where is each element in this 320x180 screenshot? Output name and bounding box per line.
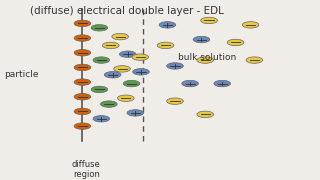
- Circle shape: [242, 22, 259, 28]
- Circle shape: [74, 20, 91, 27]
- Circle shape: [127, 110, 144, 116]
- Circle shape: [74, 79, 91, 85]
- Circle shape: [74, 50, 91, 56]
- Circle shape: [119, 51, 136, 57]
- Circle shape: [102, 42, 119, 49]
- Text: particle: particle: [4, 70, 38, 79]
- Circle shape: [74, 123, 91, 129]
- Circle shape: [100, 101, 117, 107]
- Circle shape: [104, 71, 121, 78]
- Circle shape: [91, 86, 108, 93]
- Circle shape: [201, 17, 217, 24]
- Circle shape: [74, 108, 91, 115]
- Circle shape: [214, 80, 230, 87]
- Circle shape: [93, 57, 110, 63]
- Circle shape: [74, 94, 91, 100]
- Circle shape: [227, 39, 244, 46]
- Circle shape: [167, 98, 183, 104]
- Circle shape: [117, 95, 134, 102]
- Text: (diffuse) electrical double layer - EDL: (diffuse) electrical double layer - EDL: [29, 6, 223, 16]
- Circle shape: [159, 22, 176, 28]
- Circle shape: [157, 42, 174, 49]
- Circle shape: [193, 36, 210, 43]
- Circle shape: [132, 54, 148, 60]
- Circle shape: [91, 25, 108, 31]
- Circle shape: [93, 116, 110, 122]
- Circle shape: [133, 69, 149, 75]
- Circle shape: [246, 57, 263, 63]
- Circle shape: [112, 33, 129, 40]
- Circle shape: [197, 111, 213, 118]
- Circle shape: [123, 80, 140, 87]
- Text: bulk solution: bulk solution: [178, 53, 236, 62]
- Circle shape: [114, 66, 131, 72]
- Circle shape: [167, 63, 183, 69]
- Circle shape: [74, 35, 91, 41]
- Circle shape: [197, 57, 213, 63]
- Circle shape: [182, 80, 198, 87]
- Text: diffuse
region: diffuse region: [72, 160, 100, 179]
- Circle shape: [74, 64, 91, 71]
